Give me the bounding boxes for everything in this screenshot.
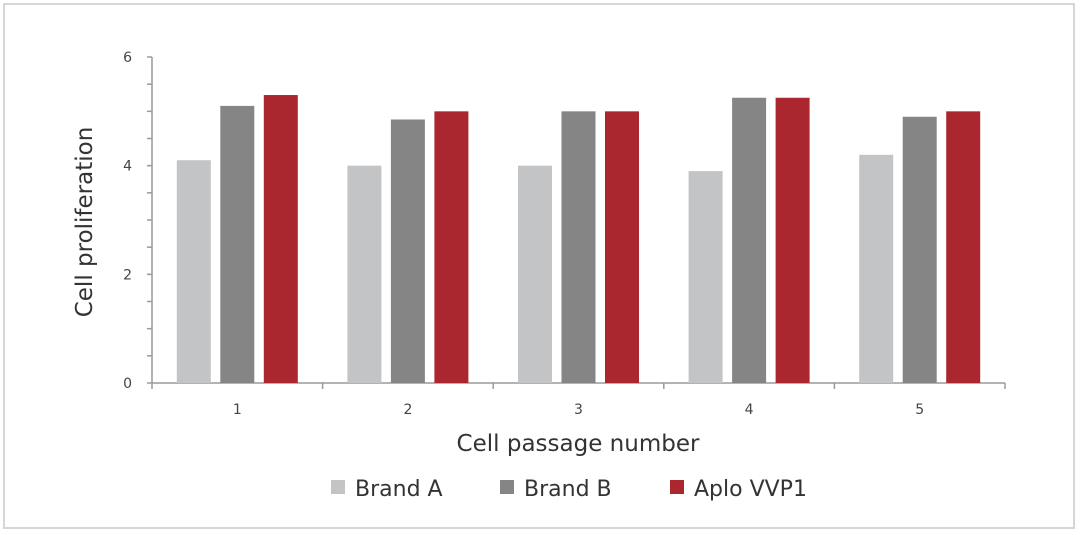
x-axis-title: Cell passage number: [457, 431, 700, 457]
bar-brand-b-2: [390, 119, 425, 383]
bar-brand-a-5: [859, 154, 894, 383]
y-axis-title: Cell proliferation: [72, 127, 98, 318]
y-tick-label: 6: [123, 50, 132, 66]
bar-aplo-vvp1-2: [434, 111, 469, 383]
legend: Brand A Brand B Aplo VVP1: [331, 477, 807, 502]
bar-aplo-vvp1-5: [946, 111, 981, 383]
bar-aplo-vvp1-4: [775, 97, 810, 383]
y-tick-label: 4: [123, 159, 132, 175]
bar-brand-a-2: [347, 165, 382, 383]
x-tick-label: 5: [915, 402, 924, 418]
bar-aplo-vvp1-3: [605, 111, 639, 383]
bars: [176, 95, 981, 384]
x-tick-label: 1: [233, 402, 242, 418]
x-tick-label: 4: [745, 402, 754, 418]
x-axis: 1 2 3 4 5: [151, 382, 1006, 418]
x-tick-label: 3: [574, 402, 583, 418]
y-axis: 0 2 4 6: [123, 50, 153, 392]
bar-brand-a-3: [518, 165, 552, 383]
legend-label: Aplo VVP1: [694, 477, 807, 502]
legend-label: Brand B: [524, 477, 612, 502]
bar-brand-b-1: [220, 105, 255, 384]
legend-swatch: [331, 480, 345, 494]
bar-brand-a-1: [176, 160, 211, 383]
y-tick-label: 0: [123, 376, 132, 392]
y-tick-label: 2: [123, 267, 132, 283]
bar-aplo-vvp1-1: [263, 95, 298, 384]
legend-swatch: [670, 480, 684, 494]
legend-swatch: [500, 480, 514, 494]
bar-brand-b-3: [561, 111, 596, 383]
bar-brand-b-5: [902, 116, 937, 384]
bar-brand-b-4: [732, 97, 767, 383]
bar-brand-a-4: [688, 171, 723, 383]
legend-label: Brand A: [355, 477, 443, 502]
x-tick-label: 2: [403, 402, 412, 418]
